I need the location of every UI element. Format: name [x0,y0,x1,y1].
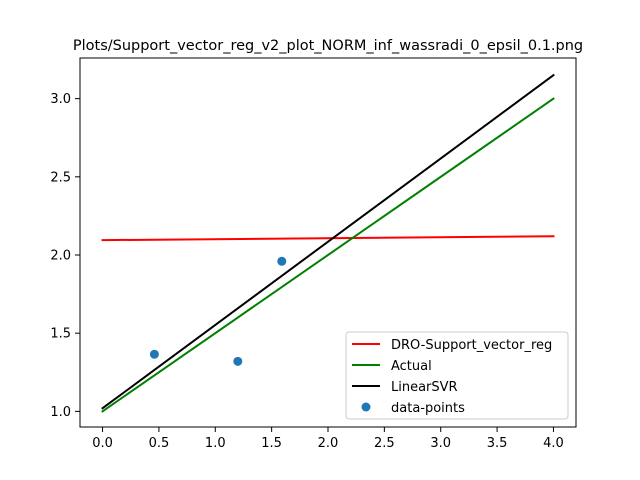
y-tick-label: 1.5 [50,327,71,342]
series-line-1 [101,97,555,413]
chart-title: Plots/Support_vector_reg_v2_plot_NORM_in… [73,38,583,54]
axes: 0.0 0.5 1.0 1.5 2.0 2.5 3.0 3.5 4.0 1.0 1.5 2.0 2.5 3… [50,57,577,451]
legend-swatch-marker [361,402,371,412]
y-tick-label: 3.0 [50,92,71,107]
data-point [277,256,287,266]
data-point [233,356,243,366]
x-tick-label: 0.5 [149,436,170,451]
x-tick-label: 1.5 [261,436,282,451]
plot-area [101,73,555,413]
series-line-2 [101,73,555,410]
data-point [149,349,159,359]
y-tick-label: 2.0 [50,249,71,264]
series-line-0 [101,235,555,242]
x-tick-label: 0.0 [92,436,113,451]
x-tick-label: 2.0 [318,436,339,451]
y-tick-label: 2.5 [50,170,71,185]
legend-label: Actual [391,359,432,374]
x-tick-label: 3.0 [430,436,451,451]
legend: DRO-Support_vector_reg Actual LinearSVR dat… [345,331,569,420]
x-tick-label: 2.5 [374,436,395,451]
legend-label: data-points [391,401,465,416]
legend-label: DRO-Support_vector_reg [391,338,552,353]
legend-label: LinearSVR [391,380,458,395]
x-tick-label: 3.5 [487,436,508,451]
y-tick-label: 1.0 [50,405,71,420]
x-tick-label: 1.0 [205,436,226,451]
x-tick-label: 4.0 [543,436,564,451]
legend-box [345,331,569,420]
